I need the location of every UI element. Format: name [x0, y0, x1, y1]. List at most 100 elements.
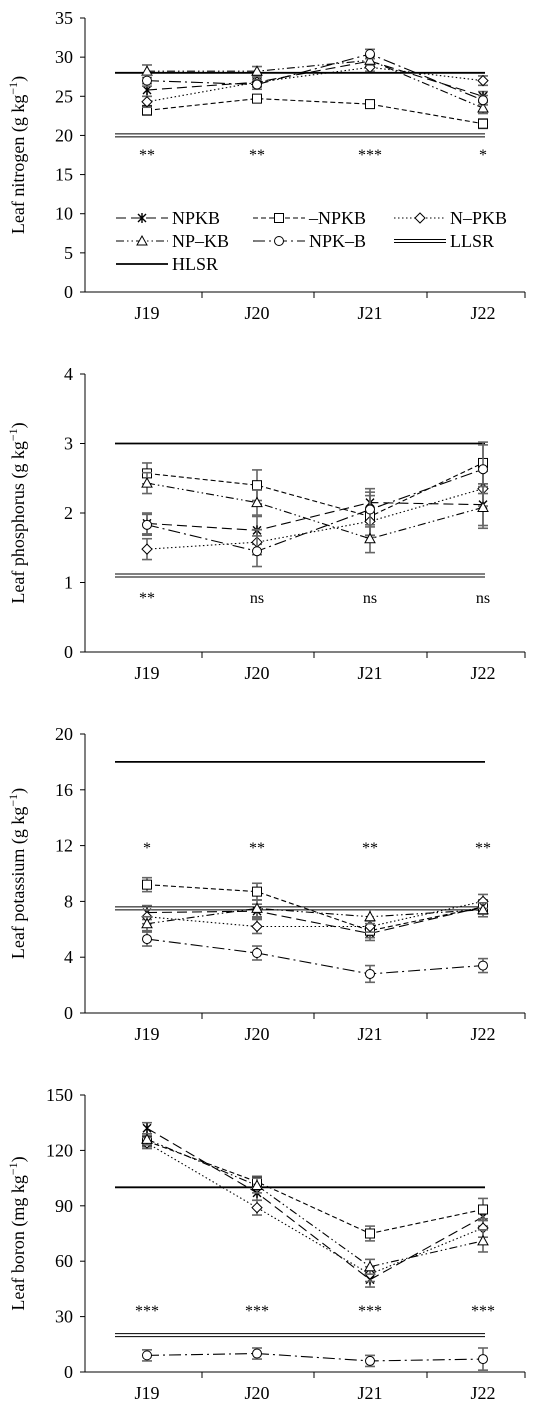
- x-tick-label: J20: [244, 1024, 269, 1044]
- data-point: [251, 1179, 263, 1190]
- series-5: [142, 444, 488, 568]
- series-line: [146, 482, 484, 540]
- x-tick-label: J21: [357, 663, 382, 683]
- legend-entry: NPK–B: [253, 231, 366, 251]
- y-tick-label: 30: [55, 47, 73, 67]
- series-3: [141, 1136, 489, 1283]
- y-axis-label-sup: −1: [6, 428, 20, 441]
- y-axis-label-close: ): [8, 76, 29, 82]
- y-axis-label-close: ): [8, 788, 29, 794]
- series-4: [141, 899, 489, 932]
- y-tick-label: 120: [46, 1140, 73, 1160]
- legend-entry: N–PKB: [394, 208, 507, 228]
- data-point: [142, 879, 152, 890]
- x-tick-label: J19: [134, 1024, 159, 1044]
- chart-panel-2: 0 1 2 3 4 J19 J20 J21 J22 Leaf phosphorus (g kg−1…: [6, 364, 526, 683]
- legend-entry: –NPKB: [253, 208, 366, 228]
- data-point: [252, 948, 262, 959]
- legend-marker: [414, 212, 426, 224]
- y-tick-label: 30: [55, 1307, 73, 1327]
- series-line: [147, 59, 484, 109]
- data-point: [478, 464, 488, 475]
- series-line: [146, 98, 484, 125]
- data-point: [252, 93, 262, 104]
- y-axis-label-sup: −1: [6, 794, 20, 807]
- data-point: [252, 1348, 262, 1359]
- significance-label: **: [139, 147, 155, 164]
- data-point: [477, 101, 489, 113]
- series-line: [146, 938, 484, 975]
- data-point: [365, 968, 375, 979]
- series-5: [142, 48, 488, 106]
- data-point: [364, 532, 376, 544]
- data-point: [141, 96, 153, 108]
- significance-label: ns: [250, 590, 264, 607]
- data-point: [252, 546, 262, 557]
- y-tick-label: 4: [64, 947, 73, 967]
- data-point: [364, 1260, 376, 1272]
- data-point: [365, 49, 375, 60]
- data-point: [142, 75, 152, 86]
- series-line: [146, 462, 484, 518]
- y-axis-label: Leaf boron (mg kg−1): [6, 1156, 29, 1310]
- x-tick-label: J21: [357, 1383, 382, 1403]
- series-2: [142, 93, 488, 130]
- data-point: [251, 902, 263, 913]
- y-tick-label: 16: [55, 780, 73, 800]
- legend-label: LLSR: [450, 231, 494, 251]
- data-point: [142, 934, 152, 945]
- data-point: [478, 1354, 488, 1365]
- chart-panel-1: 0 5 10 15 20 25 30 35 J19 J20 J21 J22 Leaf nitrogen …: [6, 8, 526, 323]
- series-1: [142, 483, 488, 546]
- series-1: [142, 55, 488, 102]
- y-tick-label: 0: [64, 1362, 73, 1382]
- x-tick-label: J22: [470, 1024, 495, 1044]
- series-4: [141, 471, 489, 554]
- significance-label: **: [362, 840, 378, 857]
- series-line: [146, 900, 484, 928]
- significance-label: ns: [363, 590, 377, 607]
- legend-label: NPK–B: [309, 231, 366, 251]
- y-axis-label: Leaf potassium (g kg−1): [6, 788, 29, 959]
- series-2: [142, 1134, 488, 1242]
- y-tick-label: 1: [64, 573, 73, 593]
- x-tick-label: J22: [470, 1383, 495, 1403]
- data-point: [252, 79, 262, 90]
- chart-panel-3: 0 4 8 12 16 20 J19 J20 J21 J22 Leaf potassium (g k…: [6, 724, 526, 1044]
- y-tick-label: 20: [55, 724, 73, 744]
- y-axis-label-main: Leaf nitrogen (g kg: [8, 95, 29, 234]
- data-point: [477, 501, 489, 512]
- y-tick-label: 3: [64, 434, 73, 454]
- y-tick-label: 5: [64, 243, 73, 263]
- y-axis-label-main: Leaf potassium (g kg: [8, 807, 29, 959]
- series-1: [142, 899, 488, 942]
- x-tick-label: J21: [357, 303, 382, 323]
- series-2: [142, 441, 488, 539]
- y-tick-label: 15: [55, 165, 73, 185]
- legend-label: N–PKB: [450, 208, 507, 228]
- legend-marker: [274, 236, 284, 246]
- series-line: [146, 1142, 484, 1275]
- data-point: [477, 903, 489, 915]
- y-tick-label: 90: [55, 1196, 73, 1216]
- data-point: [251, 496, 263, 508]
- data-point: [364, 910, 376, 922]
- y-tick-label: 12: [55, 836, 73, 856]
- legend-entry: NP–KB: [116, 231, 229, 251]
- series-line: [146, 1138, 484, 1268]
- series-2: [142, 876, 488, 939]
- series-1: [142, 1121, 488, 1288]
- x-tick-label: J20: [244, 1383, 269, 1403]
- data-point: [365, 99, 375, 110]
- legend-entry: LLSR: [394, 231, 494, 251]
- y-axis-label: Leaf nitrogen (g kg−1): [6, 76, 29, 234]
- series-line: [146, 1352, 484, 1362]
- significance-label: ns: [476, 590, 490, 607]
- data-point: [251, 1201, 263, 1214]
- y-tick-label: 0: [64, 1003, 73, 1023]
- data-point: [365, 504, 375, 515]
- significance-label: **: [475, 840, 491, 857]
- y-tick-label: 10: [55, 204, 73, 224]
- series-line: [146, 1140, 484, 1235]
